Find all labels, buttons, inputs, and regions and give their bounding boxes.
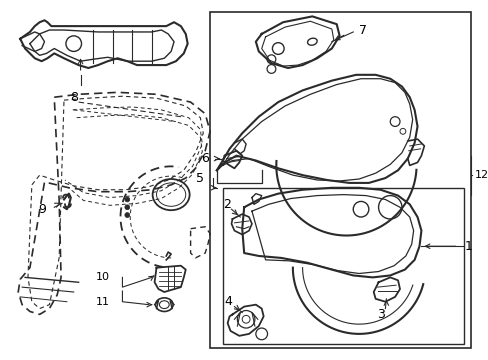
Text: 11: 11 bbox=[96, 297, 110, 307]
Circle shape bbox=[124, 205, 129, 210]
Text: 2: 2 bbox=[222, 198, 230, 211]
Text: 5: 5 bbox=[196, 172, 204, 185]
Text: 3: 3 bbox=[376, 308, 384, 321]
Text: 4: 4 bbox=[224, 295, 232, 308]
Text: 6: 6 bbox=[201, 152, 209, 165]
Text: 7: 7 bbox=[358, 23, 366, 36]
Text: 1: 1 bbox=[463, 240, 471, 253]
Text: 12: 12 bbox=[474, 170, 488, 180]
Text: 9: 9 bbox=[39, 203, 46, 216]
Circle shape bbox=[124, 213, 129, 217]
Text: 8: 8 bbox=[70, 91, 78, 104]
Circle shape bbox=[124, 197, 129, 202]
Bar bbox=[223, 188, 463, 343]
Text: 10: 10 bbox=[96, 273, 110, 282]
Bar bbox=[210, 13, 470, 348]
